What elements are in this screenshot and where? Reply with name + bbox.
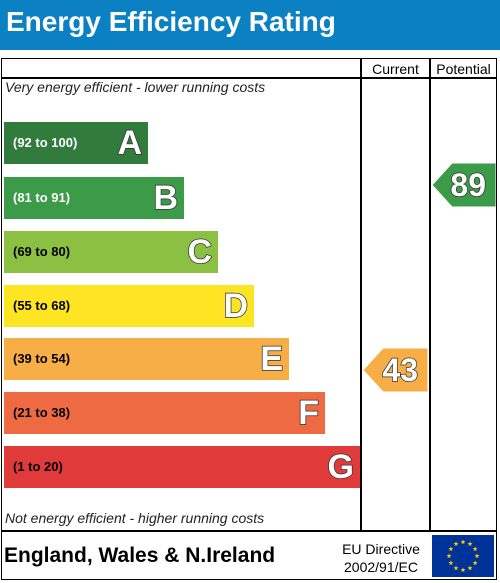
band-letter: F	[297, 393, 319, 433]
divider-potential	[429, 58, 431, 531]
eu-star-icon	[460, 539, 466, 545]
potential-arrow-shape	[432, 163, 496, 207]
band-c: (69 to 80) C	[4, 231, 218, 273]
eu-star-icon	[472, 546, 478, 552]
band-range: (81 to 91)	[13, 190, 71, 205]
band-range: (69 to 80)	[13, 244, 71, 259]
band-b: (81 to 91) B	[4, 177, 184, 219]
band-range: (21 to 38)	[13, 405, 71, 420]
header-bar: Energy Efficiency Rating	[0, 0, 500, 50]
current-rating-arrow: 43	[363, 348, 428, 392]
eu-star-icon	[467, 565, 473, 571]
inefficient-note: Not energy efficient - higher running co…	[5, 510, 265, 526]
band-letter: B	[153, 178, 179, 218]
potential-rating-arrow: 89	[432, 163, 496, 207]
band-g: (1 to 20) G	[4, 446, 360, 488]
page-title: Energy Efficiency Rating	[6, 6, 336, 37]
column-potential-header: Potential	[436, 61, 491, 77]
current-arrow-shape	[363, 348, 428, 392]
band-range: (1 to 20)	[13, 459, 63, 474]
divider-current	[360, 58, 362, 531]
footer-divider	[1, 530, 497, 532]
eu-star-icon	[446, 553, 452, 559]
band-range: (55 to 68)	[13, 298, 71, 313]
eu-flag-icon	[432, 535, 494, 577]
eu-star-icon	[472, 560, 478, 566]
eu-star-icon	[448, 546, 454, 552]
eu-star-icon	[448, 560, 454, 566]
band-a: (92 to 100) A	[4, 122, 148, 164]
band-letter: D	[223, 286, 249, 326]
eu-directive-line1: EU Directive	[342, 541, 420, 557]
eu-star-icon	[453, 541, 459, 546]
band-f: (21 to 38) F	[4, 392, 325, 434]
eu-directive-line2: 2002/91/EC	[344, 559, 418, 575]
band-e: (39 to 54) E	[4, 338, 289, 380]
eu-stars	[446, 539, 480, 573]
column-current-header: Current	[372, 61, 419, 77]
band-letter: E	[260, 339, 284, 379]
eu-star-icon	[467, 541, 473, 546]
eu-star-icon	[453, 565, 459, 571]
eu-directive: EU Directive 2002/91/EC	[334, 540, 428, 576]
eu-star-icon	[460, 567, 466, 573]
header-divider	[1, 77, 497, 79]
efficient-note: Very energy efficient - lower running co…	[5, 79, 266, 95]
band-letter: G	[327, 447, 355, 487]
band-letter: C	[187, 232, 213, 272]
potential-rating-value: 89	[450, 166, 487, 204]
current-rating-value: 43	[382, 351, 419, 389]
region-label: England, Wales & N.Ireland	[4, 544, 276, 567]
rating-frame	[1, 58, 497, 580]
band-range: (39 to 54)	[13, 351, 71, 366]
band-range: (92 to 100)	[13, 135, 78, 150]
eu-star-icon	[474, 553, 480, 559]
band-d: (55 to 68) D	[4, 285, 254, 327]
band-letter: A	[117, 123, 143, 163]
